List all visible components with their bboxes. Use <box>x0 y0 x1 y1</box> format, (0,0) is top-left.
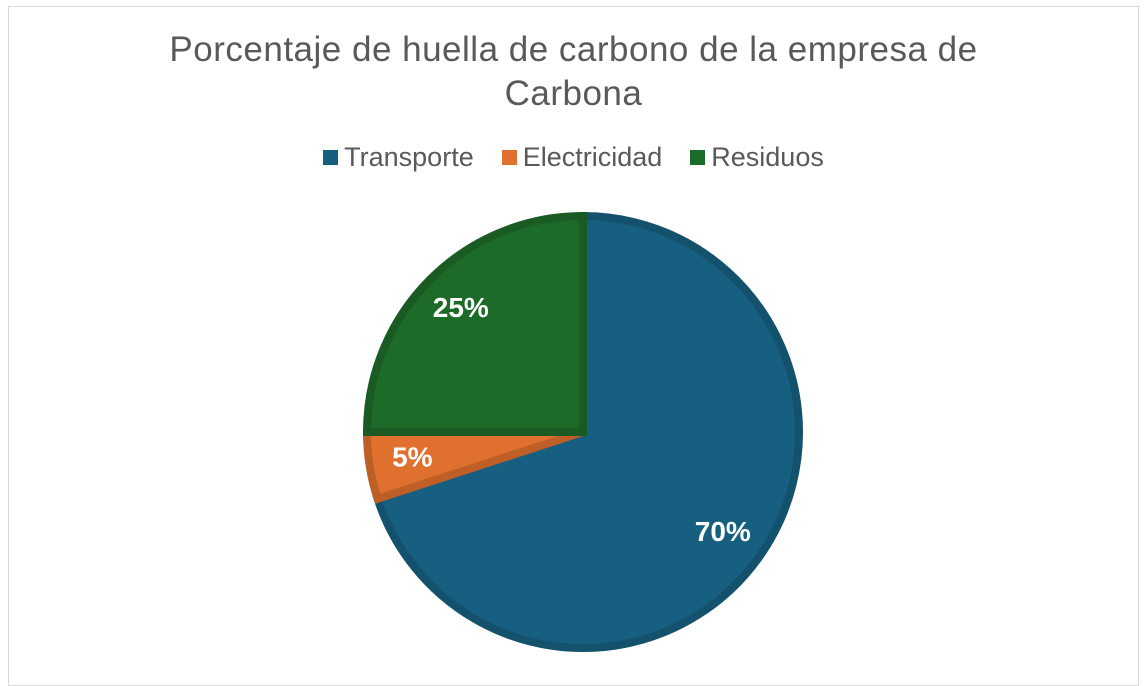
legend-item: Transporte <box>323 142 474 173</box>
data-label: 25% <box>433 292 489 323</box>
page: {"chart_data": {"type": "pie", "title": … <box>0 6 1147 686</box>
legend-swatch <box>323 150 339 165</box>
legend-item: Residuos <box>690 142 824 173</box>
title-box: Porcentaje de huella de carbono de la em… <box>0 28 1147 116</box>
legend-label: Electricidad <box>522 142 663 172</box>
chart: 70% 5% 25% <box>362 211 803 652</box>
legend-item: Electricidad <box>501 142 663 173</box>
legend: Transporte Electricidad Residuos <box>0 142 1147 173</box>
chart-title: Porcentaje de huella de carbono de la em… <box>169 30 978 113</box>
legend-label: Transporte <box>344 142 474 172</box>
pie-slice <box>372 211 803 652</box>
pie-slice <box>362 211 587 436</box>
legend-swatch <box>501 150 517 165</box>
data-label: 70% <box>695 516 751 547</box>
data-label: 5% <box>392 441 433 472</box>
legend-swatch <box>690 150 706 165</box>
legend-label: Residuos <box>711 142 824 172</box>
